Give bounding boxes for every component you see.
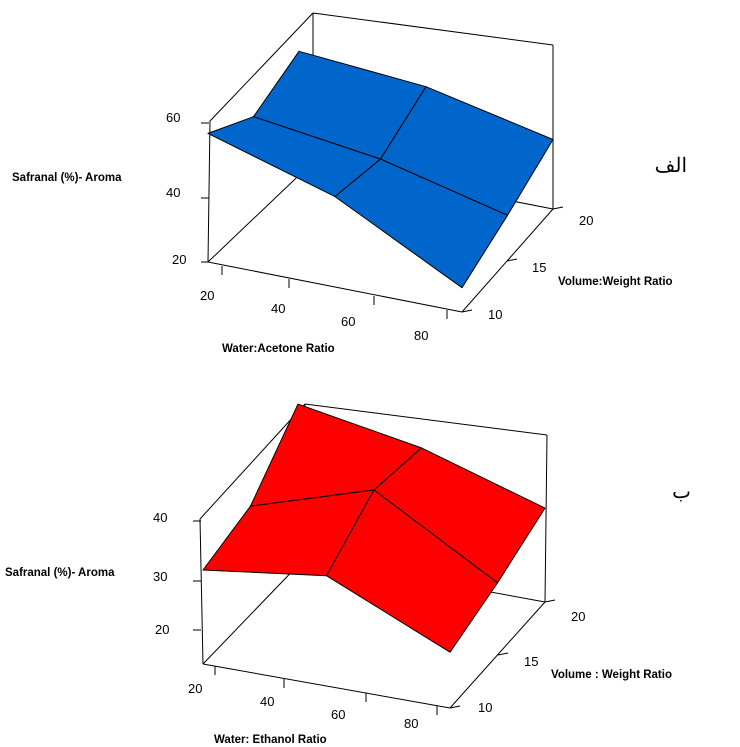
z-tick-label: 20	[172, 252, 186, 267]
z-tick-label: 20	[155, 622, 169, 637]
y-tick-label: 15	[532, 260, 546, 275]
x-tick-label: 20	[188, 681, 202, 696]
x-axis-label: Water: Ethanol Ratio	[214, 734, 327, 746]
x-tick-label: 80	[404, 716, 418, 731]
surface-acetone	[207, 50, 554, 289]
y-tick-label: 20	[579, 213, 593, 228]
z-axis-label: Safranal (%)- Aroma	[5, 567, 115, 579]
y-axis-label: Volume : Weight Ratio	[551, 669, 672, 681]
z-ticks: 60 40 20	[166, 110, 209, 267]
y-ticks: 10 15 20	[449, 599, 585, 715]
z-tick-label: 60	[166, 110, 180, 125]
surface-patch	[326, 489, 498, 653]
x-tick-label: 40	[271, 301, 285, 316]
z-tick-label: 40	[166, 185, 180, 200]
panel-label: الف	[655, 153, 687, 177]
x-ticks: 20 40 60 80	[200, 266, 448, 343]
z-ticks: 40 30 20	[153, 510, 201, 637]
x-tick-label: 20	[200, 288, 214, 303]
y-axis-label: Volume:Weight Ratio	[558, 276, 673, 288]
z-tick-label: 40	[153, 510, 167, 525]
x-tick-label: 80	[414, 328, 428, 343]
panel-label: ب	[672, 479, 691, 503]
z-axis-label: Safranal (%)- Aroma	[12, 172, 122, 184]
y-tick-label: 10	[488, 307, 502, 322]
chart-panel-ethanol: 40 30 20 20 40 60 80 10 15 20 Safranal (…	[5, 403, 691, 746]
y-tick-label: 10	[478, 700, 492, 715]
y-ticks: 10 15 20	[461, 206, 593, 322]
x-tick-label: 60	[341, 314, 355, 329]
y-tick-label: 20	[571, 609, 585, 624]
z-tick-label: 30	[153, 569, 167, 584]
x-ticks: 20 40 60 80	[188, 666, 438, 731]
chart-panel-acetone: 60 40 20 20 40 60 80 10 15 20 Safranal (…	[12, 12, 687, 355]
y-tick-label: 15	[524, 654, 538, 669]
surface-ethanol	[202, 403, 546, 653]
surface-patch	[334, 158, 508, 289]
x-axis-label: Water:Acetone Ratio	[222, 343, 335, 355]
x-tick-label: 40	[260, 694, 274, 709]
x-tick-label: 60	[331, 707, 345, 722]
